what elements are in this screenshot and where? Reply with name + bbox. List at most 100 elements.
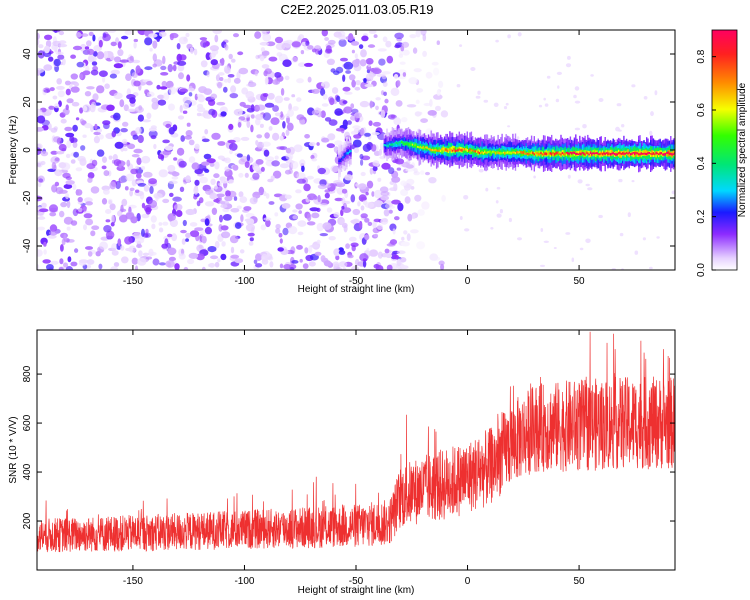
noise-cell: [264, 76, 269, 85]
noise-cell: [37, 147, 42, 155]
noise-cell: [631, 180, 635, 183]
noise-cell: [317, 194, 321, 203]
noise-cell: [203, 153, 212, 160]
signal-cell: [498, 152, 501, 155]
signal-cell: [605, 152, 608, 154]
noise-cell: [296, 172, 306, 180]
noise-cell: [127, 143, 136, 150]
noise-cell: [150, 125, 157, 130]
signal-cell: [671, 153, 673, 156]
noise-cell: [168, 127, 175, 135]
noise-cell: [428, 177, 437, 184]
noise-cell: [420, 170, 425, 175]
noise-cell: [330, 165, 339, 173]
noise-cell: [260, 166, 265, 172]
noise-cell: [180, 229, 187, 234]
signal-cell: [636, 152, 638, 155]
noise-cell: [124, 186, 129, 191]
noise-cell: [463, 195, 469, 200]
noise-cell: [133, 148, 143, 154]
noise-cell: [224, 195, 233, 202]
noise-cell: [119, 99, 125, 108]
noise-cell: [211, 132, 221, 140]
noise-cell: [146, 81, 153, 86]
noise-cell: [239, 249, 245, 254]
noise-cell: [274, 212, 279, 217]
noise-cell: [63, 184, 73, 189]
noise-cell: [109, 73, 117, 79]
noise-cell: [228, 53, 233, 60]
noise-cell: [384, 98, 389, 104]
noise-cell: [255, 159, 264, 165]
noise-cell: [250, 124, 254, 133]
signal-cell: [458, 148, 460, 151]
noise-cell: [241, 87, 249, 95]
colorbar-tick-label: 0.8: [696, 49, 707, 63]
signal-cell: [568, 152, 570, 156]
noise-cell: [58, 143, 67, 152]
noise-cell: [98, 263, 103, 270]
noise-cell: [369, 167, 374, 175]
signal-cell: [407, 143, 410, 146]
noise-cell: [73, 82, 80, 87]
signal-cell: [548, 150, 550, 156]
signal-cell: [423, 147, 426, 150]
signal-cell: [509, 151, 511, 155]
noise-cell: [238, 172, 244, 178]
noise-cell: [274, 155, 279, 160]
signal-cell: [623, 152, 625, 155]
noise-cell: [365, 73, 374, 80]
noise-cell: [307, 76, 312, 83]
signal-cell: [434, 148, 436, 151]
noise-cell: [98, 39, 103, 48]
noise-cell: [341, 205, 345, 210]
signal-cell: [397, 142, 399, 145]
snr-y-label: SNR (10 * V/V): [8, 416, 19, 483]
noise-cell: [37, 249, 43, 257]
signal-cell: [668, 152, 671, 155]
noise-cell: [364, 83, 374, 88]
noise-cell: [37, 70, 41, 76]
noise-cell: [199, 176, 209, 184]
noise-cell: [184, 135, 192, 140]
noise-cell: [178, 36, 189, 45]
noise-cell: [131, 179, 137, 187]
noise-cell: [187, 258, 195, 265]
signal-cell: [480, 152, 482, 155]
noise-cell: [219, 77, 224, 81]
noise-cell: [396, 250, 406, 255]
noise-cell: [317, 184, 327, 190]
signal-cell: [350, 150, 352, 152]
noise-cell: [102, 120, 111, 126]
noise-cell: [425, 171, 430, 176]
noise-cell: [234, 222, 242, 229]
noise-cell: [391, 199, 401, 205]
noise-cell: [212, 30, 222, 35]
signal-cell: [580, 152, 582, 156]
noise-cell: [255, 263, 263, 268]
noise-cell: [43, 64, 53, 71]
noise-cell: [350, 103, 355, 109]
noise-cell: [59, 258, 64, 265]
noise-cell: [540, 264, 545, 267]
noise-cell: [410, 229, 419, 234]
noise-cell: [325, 45, 332, 54]
noise-cell: [414, 194, 422, 202]
noise-cell: [79, 43, 87, 52]
noise-cell: [162, 221, 169, 226]
noise-cell: [304, 134, 310, 139]
noise-cell: [229, 235, 239, 244]
noise-cell: [64, 80, 71, 86]
noise-cell: [188, 92, 193, 97]
signal-cell: [592, 152, 594, 155]
noise-cell: [201, 138, 210, 143]
noise-cell: [253, 165, 261, 172]
noise-cell: [291, 56, 299, 63]
signal-cell: [616, 153, 618, 156]
noise-cell: [261, 141, 271, 147]
noise-cell: [148, 178, 158, 185]
noise-cell: [103, 51, 109, 59]
signal-cell: [468, 149, 470, 152]
noise-cell: [191, 162, 200, 170]
noise-cell: [43, 45, 50, 54]
